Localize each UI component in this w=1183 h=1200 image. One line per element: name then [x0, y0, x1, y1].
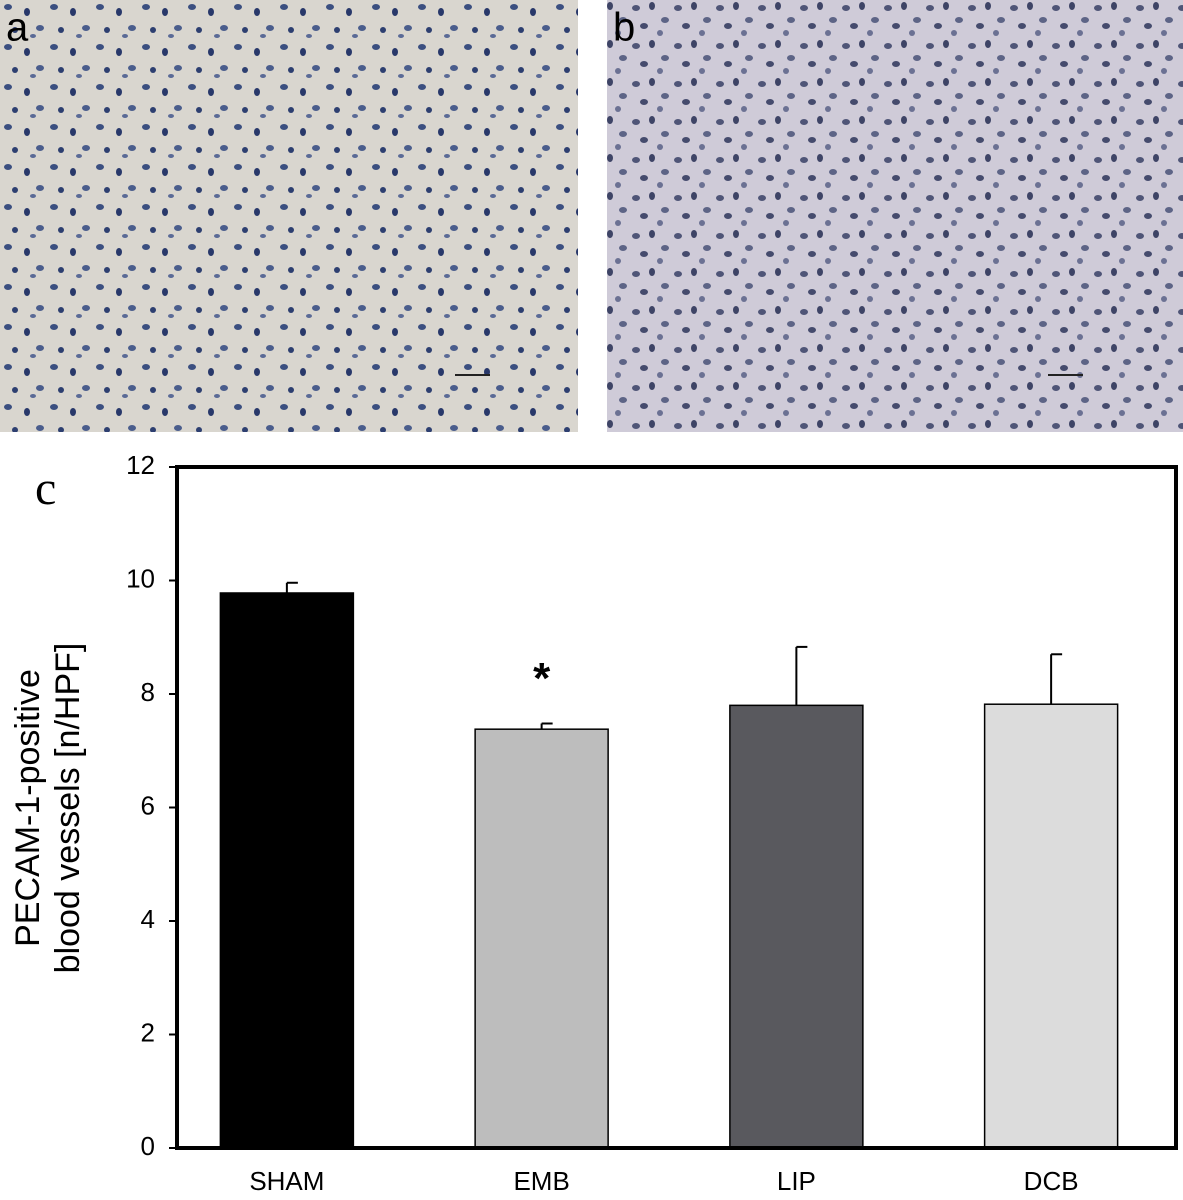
x-tick-label: DCB [1024, 1166, 1079, 1195]
bar [219, 592, 355, 1149]
micrograph-a [0, 0, 578, 432]
y-tick-label: 4 [141, 904, 155, 934]
panel-label: c [35, 462, 56, 515]
bar [474, 728, 609, 1149]
y-axis-title: PECAM-1-positive blood vessels [n/HPF] [9, 643, 87, 974]
y-tick-label: 6 [141, 790, 155, 820]
y-axis-title-line: PECAM-1-positive [9, 669, 47, 947]
y-tick-label: 10 [126, 563, 155, 593]
panel-label: b [613, 6, 635, 50]
plot-frame [175, 465, 1178, 1150]
y-tick-label: 8 [141, 677, 155, 707]
y-tick-label: 12 [126, 450, 155, 480]
y-axis-title-line: blood vessels [n/HPF] [49, 643, 87, 974]
panel-label: a [6, 6, 29, 50]
bar [983, 703, 1119, 1149]
x-tick-label: SHAM [249, 1166, 324, 1195]
x-tick-label: LIP [777, 1166, 816, 1195]
annotation: * [533, 654, 551, 703]
y-tick-label: 2 [141, 1017, 155, 1047]
x-tick-label: EMB [513, 1166, 569, 1195]
micrograph-b [607, 0, 1183, 432]
y-tick-label: 0 [141, 1131, 155, 1161]
bar [729, 704, 864, 1149]
